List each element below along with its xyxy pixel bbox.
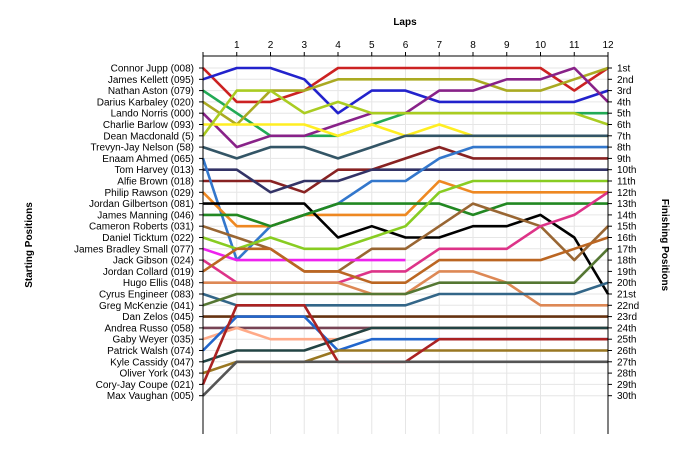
- series-line-2: [202, 66, 609, 115]
- finish-position-label: 1st: [617, 64, 631, 75]
- start-position-label: Andrea Russo (058): [105, 323, 195, 334]
- start-position-label: Oliver York (043): [120, 369, 194, 380]
- axes: [199, 52, 612, 434]
- finish-position-label: 8th: [617, 143, 631, 154]
- finish-position-label: 13th: [617, 199, 636, 210]
- finish-position-label: 7th: [617, 131, 631, 142]
- series-line-9: [203, 145, 608, 194]
- start-position-label: Greg McKenzie (041): [99, 301, 194, 312]
- finish-position-label: 6th: [617, 120, 631, 131]
- x-tick-label: 7: [436, 40, 442, 51]
- finish-position-label: 28th: [617, 369, 636, 380]
- start-position-label: Dan Zelos (045): [122, 312, 194, 323]
- start-position-label: Charlie Barlow (093): [103, 120, 194, 131]
- finish-position-label: 24th: [617, 323, 636, 334]
- start-position-label: Jordan Gilbertson (081): [89, 199, 194, 210]
- x-tick-label: 12: [602, 40, 614, 51]
- finish-position-label: 17th: [617, 244, 636, 255]
- x-tick-label: 4: [335, 40, 341, 51]
- finish-position-label: 22nd: [617, 301, 639, 312]
- series-line-10: [203, 168, 608, 194]
- x-axis-title: Laps: [393, 17, 417, 28]
- series-line-7: [201, 89, 609, 137]
- start-position-label: Connor Jupp (008): [111, 64, 194, 75]
- x-tick-label: 3: [301, 40, 307, 51]
- finish-position-label: 25th: [617, 335, 636, 346]
- finish-position-label: 16th: [617, 233, 636, 244]
- series-line-22: [202, 247, 609, 307]
- finish-position-label: 27th: [617, 357, 636, 368]
- start-position-label: Cory-Jay Coupe (021): [96, 380, 194, 391]
- start-position-label: Trevyn-Jay Nelson (58): [90, 143, 194, 154]
- x-tick-label: 9: [504, 40, 510, 51]
- start-position-label: Max Vaughan (005): [107, 391, 194, 402]
- finish-position-label: 19th: [617, 267, 636, 278]
- finish-position-label: 9th: [617, 154, 631, 165]
- finish-position-label: 30th: [617, 391, 636, 402]
- start-position-label: Tom Harvey (013): [115, 165, 194, 176]
- finish-position-label: 23rd: [617, 312, 637, 323]
- finish-position-label: 12th: [617, 188, 636, 199]
- x-tick-label: 8: [470, 40, 476, 51]
- start-position-label: James Bradley Small (077): [74, 244, 194, 255]
- x-tick-label: 5: [369, 40, 375, 51]
- series-line-30: [202, 360, 608, 397]
- series-line-8: [202, 134, 608, 160]
- start-position-label: Hugo Ellis (048): [123, 278, 194, 289]
- finish-position-label: 26th: [617, 346, 636, 357]
- finish-position-label: 15th: [617, 222, 636, 233]
- start-position-label: Cyrus Engineer (083): [99, 290, 194, 301]
- finish-position-label: 21st: [617, 290, 636, 301]
- start-position-label: Gaby Weyer (035): [112, 335, 194, 346]
- x-tick-label: 2: [268, 40, 274, 51]
- start-position-label: Alfie Brown (018): [117, 177, 194, 188]
- x-tick-label: 1: [234, 40, 240, 51]
- y-axis-left-title: Starting Positions: [24, 202, 35, 288]
- start-position-label: Cameron Roberts (031): [89, 222, 194, 233]
- start-position-label: Enaam Ahmed (065): [102, 154, 194, 165]
- finish-position-label: 18th: [617, 256, 636, 267]
- start-position-label: Darius Karbaley (020): [97, 97, 194, 108]
- finish-position-label: 14th: [617, 210, 636, 221]
- series-line-17: [202, 247, 406, 262]
- start-position-label: Jordan Collard (019): [103, 267, 194, 278]
- series-line-16: [202, 179, 608, 251]
- finish-position-label: 20th: [617, 278, 636, 289]
- finish-position-label: 29th: [617, 380, 636, 391]
- finish-position-label: 10th: [617, 165, 636, 176]
- finish-position-label: 5th: [617, 109, 631, 120]
- start-position-label: Lando Norris (000): [111, 109, 194, 120]
- x-tick-label: 11: [569, 40, 580, 51]
- series-line-14: [203, 202, 608, 228]
- start-position-label: Kyle Cassidy (047): [110, 357, 194, 368]
- x-tick-label: 6: [403, 40, 409, 51]
- finish-position-label: 2nd: [617, 75, 634, 86]
- start-position-label: Daniel Ticktum (022): [102, 233, 194, 244]
- finish-position-label: 4th: [617, 97, 631, 108]
- start-position-label: James Manning (046): [97, 210, 194, 221]
- start-position-label: Dean Macdonald (5): [103, 131, 194, 142]
- start-position-label: Jack Gibson (024): [113, 256, 194, 267]
- start-position-label: Nathan Aston (079): [108, 86, 194, 97]
- start-position-label: Patrick Walsh (074): [107, 346, 194, 357]
- start-position-label: James Kellett (095): [108, 75, 194, 86]
- series-line-27: [202, 326, 608, 364]
- series-line-13: [203, 202, 610, 295]
- x-tick-label: 10: [535, 40, 547, 51]
- y-axis-right-title: Finishing Positions: [659, 199, 670, 292]
- series-line-1: [202, 66, 609, 104]
- start-position-label: Philip Rawson (029): [105, 188, 195, 199]
- finish-position-label: 3rd: [617, 86, 631, 97]
- series-lines: [201, 66, 610, 397]
- finish-position-label: 11th: [617, 177, 636, 188]
- series-line-19: [202, 236, 609, 284]
